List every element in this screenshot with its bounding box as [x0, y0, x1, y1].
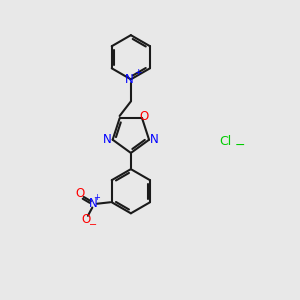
Text: N: N [150, 133, 159, 146]
Text: N: N [125, 73, 134, 86]
Text: O: O [82, 213, 91, 226]
Text: +: + [134, 68, 141, 77]
Text: −: − [88, 220, 97, 230]
Text: N: N [103, 133, 112, 146]
Text: +: + [94, 193, 100, 202]
Text: O: O [76, 187, 85, 200]
Text: −: − [235, 139, 245, 152]
Text: O: O [139, 110, 148, 123]
Text: N: N [89, 197, 98, 210]
Text: Cl: Cl [219, 135, 231, 148]
